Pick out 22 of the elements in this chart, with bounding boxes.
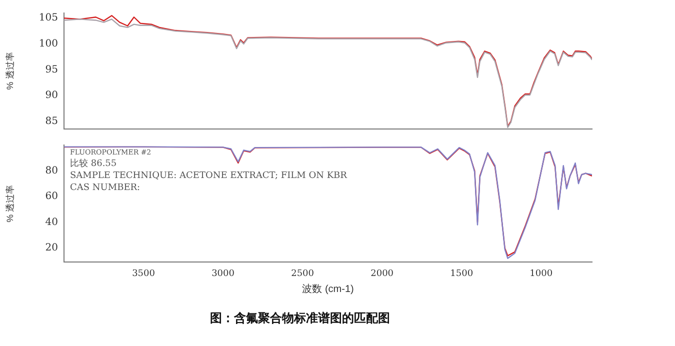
x-axis-title: 波数 (cm-1) xyxy=(302,282,354,295)
text: 图：含氟聚合物标准谱图的匹配图 xyxy=(209,310,391,327)
y-tick-label: 100 xyxy=(38,38,58,50)
y-tick-label: 40 xyxy=(45,216,58,228)
x-tick-label: 1500 xyxy=(450,268,474,279)
y-tick-label: 85 xyxy=(45,116,58,127)
y-tick-label: 95 xyxy=(45,64,58,76)
x-tick-label: 2500 xyxy=(291,268,314,279)
x-tick-label: 1000 xyxy=(530,268,553,279)
annotation: 比较 86.55 xyxy=(70,158,117,169)
y-tick-label: 60 xyxy=(45,191,58,202)
y-tick-label: 20 xyxy=(45,242,58,254)
x-tick-label: 2000 xyxy=(370,268,394,279)
y-axis-title: % 透过率 xyxy=(4,184,15,222)
y-tick-label: 80 xyxy=(45,165,58,176)
annotation: SAMPLE TECHNIQUE: ACETONE EXTRACT; FILM ON KBR xyxy=(70,170,348,181)
y-tick-label: 90 xyxy=(45,90,58,102)
y-axis-title: % 透过率 xyxy=(4,52,15,90)
annotation: CAS NUMBER: xyxy=(70,182,140,193)
y-tick-label: 105 xyxy=(38,12,58,24)
x-tick-label: 3000 xyxy=(212,268,235,279)
x-tick-label: 3500 xyxy=(132,268,156,279)
